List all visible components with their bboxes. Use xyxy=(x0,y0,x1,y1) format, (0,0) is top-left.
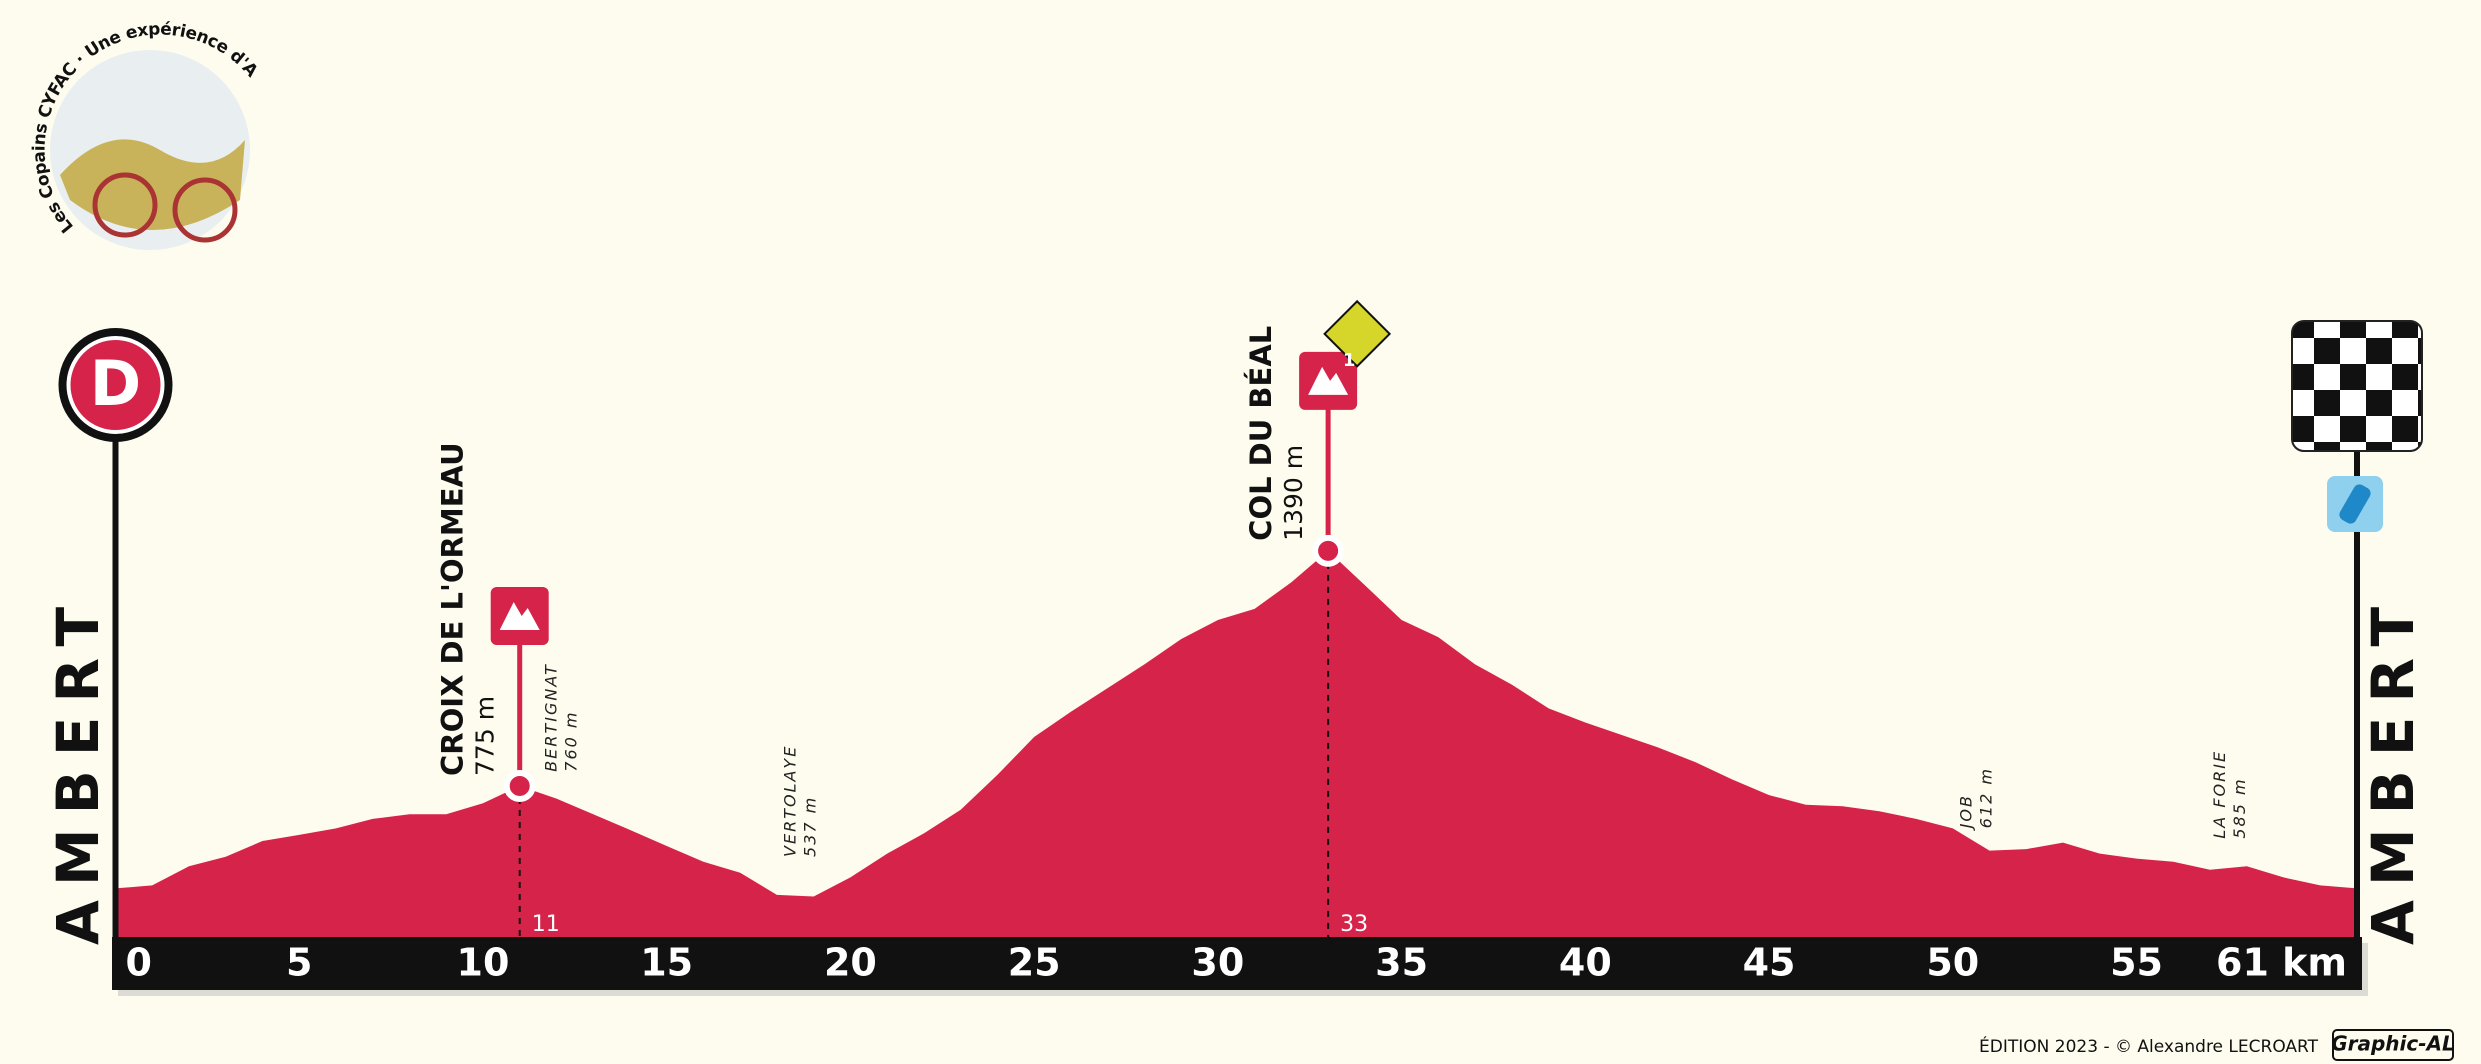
feed-zone-bottle xyxy=(2339,484,2371,524)
x-tick-label: 61 km xyxy=(2216,941,2347,985)
finish-flag xyxy=(2291,320,2423,452)
x-tick-label: 45 xyxy=(1743,941,1796,985)
climb-summit xyxy=(1312,534,1345,567)
place-name: VERTOLAYE xyxy=(780,745,799,857)
start-name: AMBERT xyxy=(44,593,112,945)
profile-area xyxy=(115,550,2357,937)
climb-category: 1 xyxy=(1343,350,1356,371)
climb-badge-icon xyxy=(499,601,540,630)
place-elevation: 612 m xyxy=(1976,767,1995,828)
start-badge-text: D xyxy=(90,347,141,420)
kom-icon xyxy=(1323,299,1392,368)
footer: ÉDITION 2023 - © Alexandre LECROART xyxy=(1979,1035,2319,1057)
finish-name: AMBERT xyxy=(2359,593,2427,945)
x-tick-label: 40 xyxy=(1559,941,1612,985)
place-elevation: 760 m xyxy=(562,710,581,771)
logo-wheel xyxy=(172,177,238,243)
climb-summit xyxy=(503,769,536,802)
climb-elevation: 775 m xyxy=(471,696,500,776)
x-tick-label: 5 xyxy=(286,941,312,985)
axis-bar xyxy=(112,937,2362,990)
start-badge xyxy=(66,336,165,434)
climb-name: COL DU BÉAL xyxy=(1244,326,1278,541)
x-tick-label: 30 xyxy=(1191,941,1244,985)
x-tick-label: 20 xyxy=(824,941,877,985)
place-elevation: 537 m xyxy=(800,796,819,857)
climb-badge-icon xyxy=(1308,366,1349,395)
x-tick-label: 50 xyxy=(1926,941,1979,985)
place-elevation: 585 m xyxy=(2230,777,2249,838)
x-tick-label: 35 xyxy=(1375,941,1428,985)
x-tick-label: 0 xyxy=(126,941,152,985)
climb-name: CROIX DE L'ORMEAU xyxy=(436,442,470,776)
x-tick-label: 55 xyxy=(2110,941,2163,985)
x-tick-label: 15 xyxy=(640,941,693,985)
x-tick-label: 10 xyxy=(457,941,510,985)
brand: Graphic-AL xyxy=(2331,1032,2455,1056)
place-name: LA FORIE xyxy=(2210,750,2229,839)
logo-hills xyxy=(60,139,245,230)
x-tick-label: 25 xyxy=(1008,941,1061,985)
climb-elevation: 1390 m xyxy=(1279,445,1308,541)
logo: Les Copains CYFAC · Une expérience d'Auv… xyxy=(0,0,262,250)
climb-km: 33 xyxy=(1340,912,1368,937)
logo-wheel xyxy=(92,172,158,238)
brand-box xyxy=(2332,1029,2454,1061)
place-name: JOB xyxy=(1956,794,1975,831)
place-name: BERTIGNAT xyxy=(542,663,561,772)
climb-km: 11 xyxy=(532,912,560,937)
